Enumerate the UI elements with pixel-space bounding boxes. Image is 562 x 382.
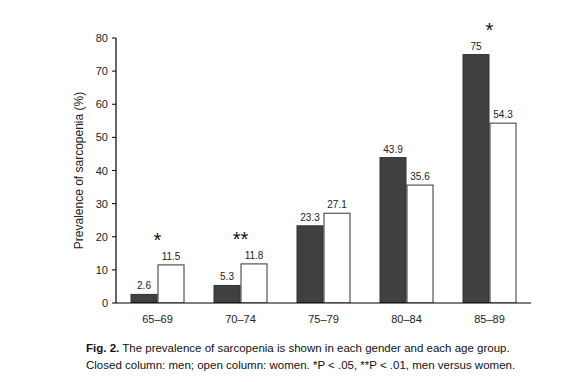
bar (158, 265, 184, 303)
caption-label: Fig. 2. (86, 342, 119, 354)
y-tick-label: 30 (96, 198, 108, 210)
caption-line: Closed column: men; open column: women. … (86, 359, 515, 371)
bar (131, 294, 157, 303)
y-tick (112, 137, 116, 138)
bar (490, 123, 516, 303)
y-axis-label: Prevalence of sarcopenia (%) (72, 92, 86, 249)
data-label: 35.6 (410, 171, 430, 182)
y-tick (112, 203, 116, 204)
y-tick-label: 80 (96, 32, 108, 44)
y-tick (112, 303, 116, 304)
data-label: 2.6 (137, 280, 151, 291)
y-tick-label: 50 (96, 131, 108, 143)
y-tick (112, 71, 116, 72)
y-tick (112, 38, 116, 39)
data-label: 54.3 (493, 109, 513, 120)
caption-line: Fig. 2. The prevalence of sarcopenia is … (86, 342, 510, 354)
data-label: 43.9 (383, 144, 403, 155)
data-label: 11.8 (245, 250, 264, 261)
data-label: 23.3 (300, 212, 320, 223)
y-tick-label: 40 (96, 165, 108, 177)
data-label: 5.3 (220, 271, 234, 282)
chart: 2.6 5.3 23.3 43.9 75 11.5 11.8 27.1 35.6 54.3 0 10 2… (0, 0, 562, 382)
bar (407, 185, 433, 303)
bars (131, 55, 516, 303)
bar (214, 285, 240, 303)
y-tick-label: 60 (96, 98, 108, 110)
x-tick-label: 80–84 (391, 313, 422, 325)
bar (297, 226, 323, 303)
y-tick (112, 236, 116, 237)
bar (380, 158, 406, 303)
x-tick-label: 75–79 (308, 313, 339, 325)
annotation: ** (233, 228, 249, 250)
bar (324, 213, 350, 303)
annotation: * (154, 229, 162, 251)
data-label: 75 (470, 41, 482, 52)
y-tick (112, 170, 116, 171)
x-tick-label: 70–74 (225, 313, 256, 325)
caption-text: The prevalence of sarcopenia is shown in… (119, 342, 509, 354)
x-tick-label: 85–89 (474, 313, 505, 325)
y-tick-label: 20 (96, 231, 108, 243)
data-label: 27.1 (327, 199, 347, 210)
bar (241, 264, 267, 303)
y-tick (112, 104, 116, 105)
y-tick-label: 0 (102, 297, 108, 309)
y-tick-label: 10 (96, 264, 108, 276)
annotation: * (486, 19, 494, 41)
x-axis (116, 302, 531, 303)
y-tick (112, 269, 116, 270)
data-label: 11.5 (162, 251, 181, 262)
x-tick-label: 65–69 (142, 313, 173, 325)
y-tick-label: 70 (96, 65, 108, 77)
bar (463, 55, 489, 303)
